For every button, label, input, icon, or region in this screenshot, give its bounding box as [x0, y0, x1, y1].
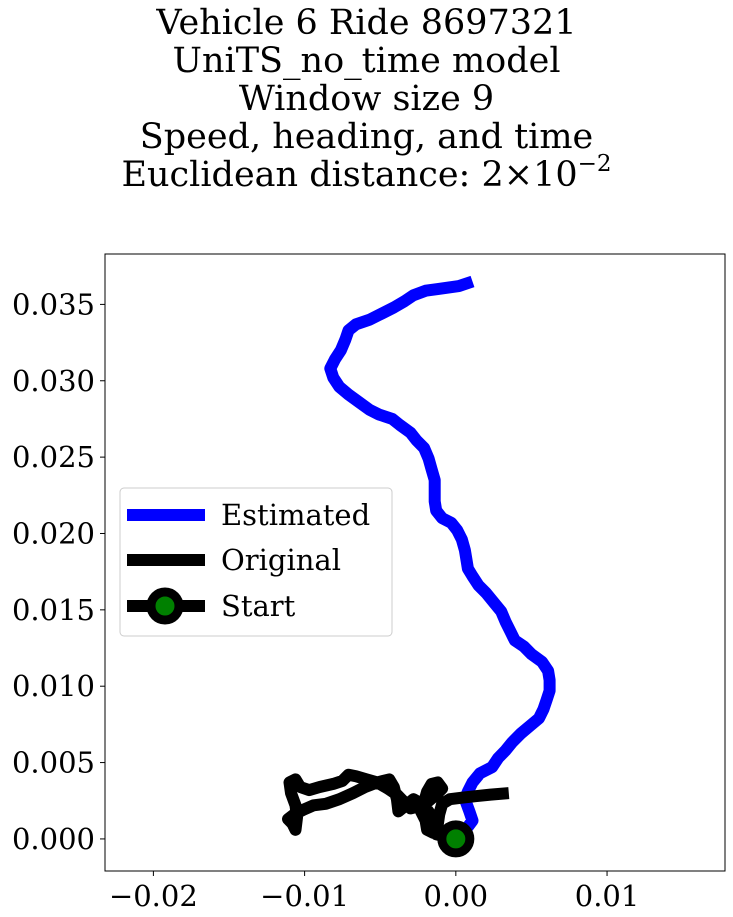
series-line-original	[282, 768, 510, 845]
title-line-2: UniTS_no_time model	[172, 41, 561, 81]
legend-box	[119, 487, 393, 637]
title-times-sign: ×	[503, 155, 534, 195]
series-line-estimated	[324, 275, 556, 844]
legend-label-start: Start	[221, 589, 296, 623]
y-tick-label: 0.025	[12, 440, 95, 474]
x-axis: −0.02 −0.01 0.00 0.01	[109, 871, 639, 913]
x-tick-label: −0.01	[260, 879, 349, 913]
start-marker	[437, 820, 475, 858]
title-distance-base: 10	[533, 155, 578, 195]
title-line-4: Speed, heading, and time	[139, 117, 594, 157]
legend-label-estimated: Estimated	[221, 498, 370, 532]
chart-title: Vehicle 6 Ride 8697321 UniTS_no_time mod…	[0, 4, 733, 194]
title-distance-prefix: Euclidean distance: 2	[121, 155, 504, 195]
y-tick-label: 0.035	[12, 287, 95, 321]
y-tick-label: 0.015	[12, 593, 95, 627]
y-tick-label: 0.000	[12, 822, 95, 856]
title-line-3: Window size 9	[238, 79, 495, 119]
series-layer	[282, 275, 556, 858]
y-axis: 0.000 0.005 0.010 0.015 0.020 0.025 0.030 0.035	[12, 287, 105, 856]
legend: Estimated Original Start	[119, 487, 393, 637]
x-tick-label: 0.00	[424, 879, 489, 913]
y-tick-label: 0.030	[12, 364, 95, 398]
title-line-1: Vehicle 6 Ride 8697321	[156, 3, 577, 43]
y-tick-label: 0.005	[12, 746, 95, 780]
title-line-5: Euclidean distance: 2×10−2	[0, 153, 733, 195]
x-tick-label: 0.01	[575, 879, 640, 913]
legend-label-original: Original	[221, 543, 341, 577]
legend-start-marker	[146, 587, 184, 625]
plot-frame	[104, 253, 726, 872]
title-distance-exponent: −2	[577, 151, 612, 177]
x-tick-label: −0.02	[109, 879, 198, 913]
y-tick-label: 0.020	[12, 516, 95, 550]
y-tick-label: 0.010	[12, 669, 95, 703]
